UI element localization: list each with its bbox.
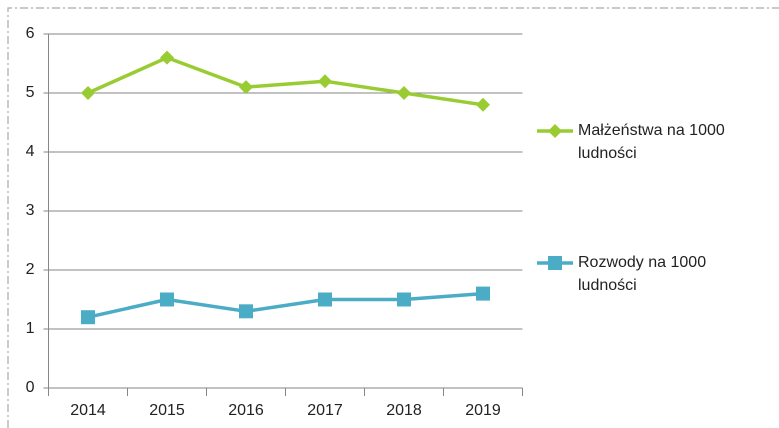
data-point <box>318 74 332 89</box>
series-line <box>87 55 484 107</box>
y-tick-label: 3 <box>26 202 35 219</box>
legend-marker <box>548 124 562 138</box>
legend-marker <box>548 256 562 270</box>
data-point <box>476 97 490 112</box>
y-tick-label: 1 <box>26 320 35 337</box>
y-tick-label: 2 <box>26 261 35 278</box>
legend-label: Rozwody na 1000 ludności <box>578 254 707 294</box>
x-tick-label: 2016 <box>228 402 264 419</box>
data-point <box>318 292 332 307</box>
legend-label: Małżeństwa na 1000 ludności <box>578 122 725 162</box>
data-point <box>81 86 95 100</box>
x-tick-label: 2019 <box>465 402 501 419</box>
y-tick-label: 4 <box>26 143 35 160</box>
data-point <box>81 310 95 325</box>
data-point <box>476 286 490 301</box>
series-line <box>87 291 484 319</box>
data-point <box>160 292 174 307</box>
y-tick-label: 5 <box>26 84 35 101</box>
x-tick-label: 2017 <box>307 402 343 419</box>
x-tick-label: 2015 <box>149 402 185 419</box>
data-point <box>397 292 411 307</box>
y-tick-label: 0 <box>26 379 35 396</box>
x-tick-label: 2018 <box>386 402 422 419</box>
x-tick-label: 2014 <box>70 402 106 419</box>
y-tick-label: 6 <box>26 25 35 42</box>
frame-border <box>7 7 779 428</box>
data-point <box>239 80 253 95</box>
data-point <box>239 304 253 319</box>
data-point <box>397 86 411 100</box>
data-point <box>160 50 174 65</box>
